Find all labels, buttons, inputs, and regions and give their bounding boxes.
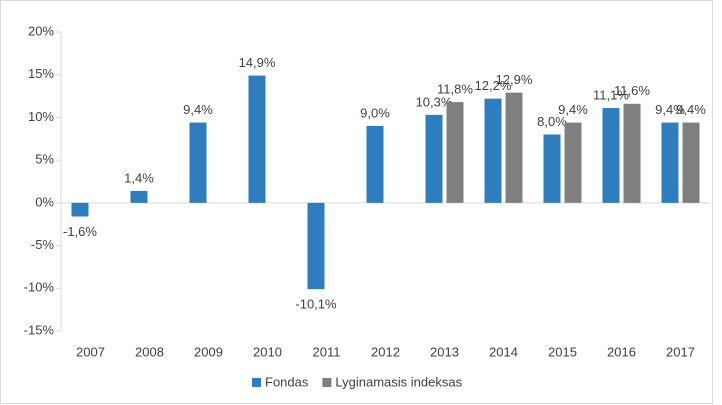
x-tick-label: 2016 — [607, 344, 636, 359]
value-label: 9,4% — [183, 102, 213, 117]
value-label: 12,2% — [475, 78, 512, 93]
value-label: 10,3% — [416, 94, 453, 109]
x-tick-label: 2012 — [371, 344, 400, 359]
bar — [446, 102, 464, 203]
legend-label: Fondas — [265, 374, 309, 389]
bar — [564, 122, 582, 203]
y-tick-label: 5% — [35, 152, 54, 167]
bar — [543, 134, 561, 203]
value-label: 14,9% — [239, 55, 276, 70]
bar — [248, 75, 266, 203]
bar — [307, 202, 325, 290]
value-label: 11,8% — [437, 81, 473, 96]
value-label: -1,6% — [63, 224, 97, 239]
y-tick-label: 10% — [28, 109, 54, 124]
legend-label: Lyginamasis indeksas — [335, 374, 462, 389]
y-tick-label: -5% — [31, 237, 55, 252]
bar — [425, 114, 443, 203]
x-tick-label: 2007 — [76, 344, 105, 359]
x-tick-label: 2013 — [430, 344, 459, 359]
value-label: 8,0% — [537, 114, 567, 129]
y-tick-label: 20% — [28, 23, 54, 38]
x-tick-label: 2014 — [489, 344, 518, 359]
x-tick-label: 2010 — [253, 344, 282, 359]
bar — [661, 122, 679, 203]
bar — [484, 98, 502, 203]
y-tick-label: 0% — [35, 194, 54, 209]
value-label: 11,6% — [614, 83, 650, 98]
x-tick-label: 2011 — [313, 344, 341, 359]
value-label: 9,4% — [676, 102, 706, 117]
bar — [189, 122, 207, 203]
bar — [505, 92, 523, 203]
y-tick-label: 15% — [28, 66, 54, 81]
bar — [71, 202, 89, 217]
value-label: 11,1% — [593, 87, 629, 102]
bar — [623, 103, 641, 203]
bar — [366, 125, 384, 203]
value-label: 9,4% — [558, 102, 588, 117]
x-tick-label: 2015 — [548, 344, 577, 359]
legend-swatch — [252, 378, 261, 387]
value-label: 1,4% — [124, 170, 154, 185]
bar — [130, 190, 148, 203]
x-tick-label: 2008 — [135, 344, 164, 359]
y-tick-label: -10% — [24, 280, 55, 295]
value-label: -10,1% — [295, 297, 337, 312]
value-label: 9,0% — [360, 105, 390, 120]
legend-swatch — [322, 378, 332, 387]
value-label: 9,4% — [655, 102, 685, 117]
bar — [602, 108, 620, 203]
x-tick-label: 2017 — [666, 344, 695, 359]
y-tick-label: -15% — [24, 322, 55, 337]
value-label: 12,9% — [496, 72, 533, 87]
x-tick-label: 2009 — [194, 344, 223, 359]
bar — [682, 122, 700, 203]
